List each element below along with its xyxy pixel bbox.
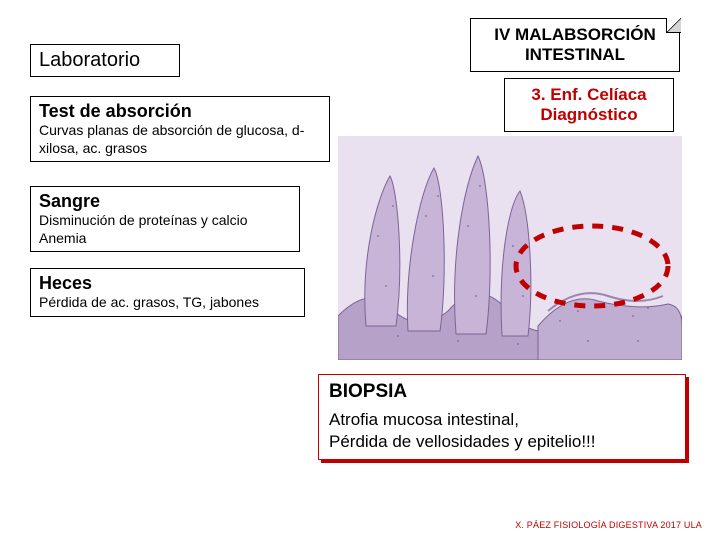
section-3-body: Pérdida de ac. grasos, TG, jabones <box>39 294 296 312</box>
section-test-absorcion: Test de absorción Curvas planas de absor… <box>30 96 330 162</box>
header-subtitle-box: 3. Enf. Celíaca Diagnóstico <box>504 78 674 132</box>
section-2-title: Sangre <box>39 191 291 212</box>
laboratorio-title: Laboratorio <box>39 49 171 72</box>
section-1-body: Curvas planas de absorción de glucosa, d… <box>39 122 321 157</box>
section-2-body: Disminución de proteínas y calcio Anemia <box>39 212 291 247</box>
header-title-box: IV MALABSORCIÓN INTESTINAL <box>470 18 680 72</box>
header-title-line2: INTESTINAL <box>481 45 669 65</box>
header-subtitle-line2: Diagnóstico <box>513 105 665 125</box>
section-1-title: Test de absorción <box>39 101 321 122</box>
section-sangre: Sangre Disminución de proteínas y calcio… <box>30 186 300 252</box>
footer-credit: X. PÁEZ FISIOLOGÍA DIGESTIVA 2017 ULA <box>515 520 702 530</box>
biopsia-body: Atrofia mucosa intestinal, Pérdida de ve… <box>329 409 675 453</box>
biopsia-title: BIOPSIA <box>329 381 675 403</box>
section-heces: Heces Pérdida de ac. grasos, TG, jabones <box>30 268 305 317</box>
biopsia-box: BIOPSIA Atrofia mucosa intestinal, Pérdi… <box>318 374 686 460</box>
header-subtitle-line1: 3. Enf. Celíaca <box>513 85 665 105</box>
header-title-line1: IV MALABSORCIÓN <box>481 25 669 45</box>
laboratorio-title-box: Laboratorio <box>30 44 180 77</box>
section-3-title: Heces <box>39 273 296 294</box>
histology-image <box>338 136 682 360</box>
